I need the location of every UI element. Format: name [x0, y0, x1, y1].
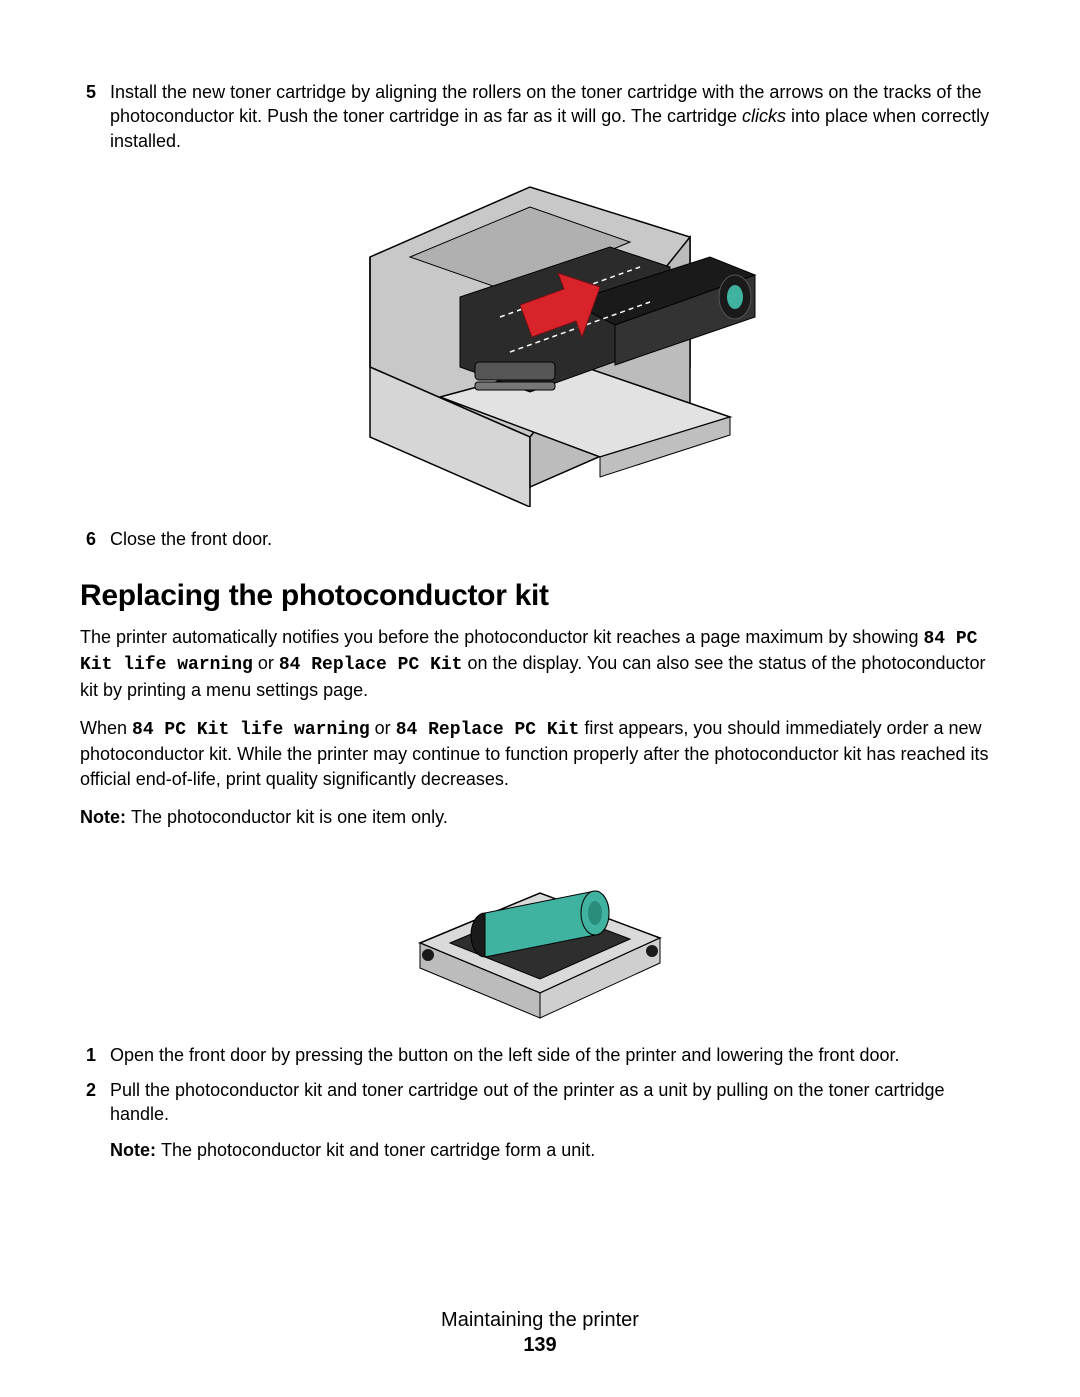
note-label: Note:: [80, 807, 131, 827]
p1-pre: The printer automatically notifies you b…: [80, 627, 923, 647]
note-label: Note:: [110, 1140, 161, 1160]
step-text: Pull the photoconductor kit and toner ca…: [110, 1080, 945, 1124]
footer-page-number: 139: [0, 1334, 1080, 1357]
step-6: 6 Close the front door.: [80, 527, 1000, 551]
step-5: 5 Install the new toner cartridge by ali…: [80, 80, 1000, 153]
step-body: Install the new toner cartridge by align…: [110, 80, 1000, 153]
footer-chapter: Maintaining the printer: [0, 1309, 1080, 1332]
intro-paragraph-1: The printer automatically notifies you b…: [80, 625, 1000, 702]
replace-step-2: 2 Pull the photoconductor kit and toner …: [80, 1078, 1000, 1163]
printer-diagram: [80, 167, 1000, 507]
step-note: Note: The photoconductor kit and toner c…: [110, 1138, 1000, 1162]
p2-code2: 84 Replace PC Kit: [396, 720, 580, 740]
step-number: 1: [80, 1043, 96, 1067]
step-body: Open the front door by pressing the butt…: [110, 1043, 1000, 1067]
step-number: 2: [80, 1078, 96, 1163]
replace-step-1: 1 Open the front door by pressing the bu…: [80, 1043, 1000, 1067]
note-body: The photoconductor kit and toner cartrid…: [161, 1140, 595, 1160]
pc-kit-svg: [390, 843, 690, 1023]
step-number: 6: [80, 527, 96, 551]
step-number: 5: [80, 80, 96, 153]
p2-mid1: or: [370, 718, 396, 738]
intro-paragraph-2: When 84 PC Kit life warning or 84 Replac…: [80, 716, 1000, 791]
page-footer: Maintaining the printer 139: [0, 1309, 1080, 1357]
printer-svg: [300, 167, 780, 507]
p2-code1: 84 PC Kit life warning: [132, 720, 370, 740]
photoconductor-kit-diagram: [80, 843, 1000, 1023]
p1-mid1: or: [253, 653, 279, 673]
section-heading: Replacing the photoconductor kit: [80, 579, 1000, 613]
note-1: Note: The photoconductor kit is one item…: [80, 805, 1000, 829]
p2-pre: When: [80, 718, 132, 738]
p1-code2: 84 Replace PC Kit: [279, 655, 463, 675]
step-body: Pull the photoconductor kit and toner ca…: [110, 1078, 1000, 1163]
note-body: The photoconductor kit is one item only.: [131, 807, 448, 827]
step-body: Close the front door.: [110, 527, 1000, 551]
step-italic: clicks: [742, 106, 786, 126]
